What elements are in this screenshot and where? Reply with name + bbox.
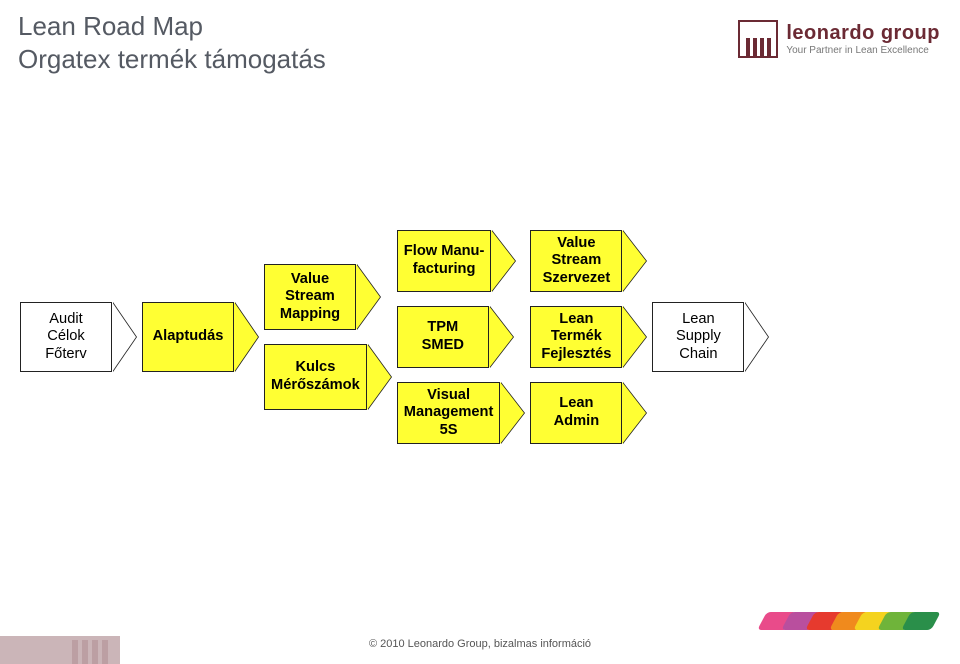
arrow-head-icon <box>744 302 768 372</box>
node-label: VisualManagement5S <box>397 382 501 444</box>
node-label: AuditCélokFőterv <box>20 302 112 372</box>
logo-text: leonardo group Your Partner in Lean Exce… <box>786 22 940 56</box>
node-label: LeanAdmin <box>530 382 622 444</box>
column-col2: Alaptudás <box>142 302 258 372</box>
arrow-head-icon <box>367 344 391 410</box>
node-flow-manufacturing: Flow Manu-facturing <box>397 230 525 292</box>
column-col1: AuditCélokFőterv <box>20 302 136 372</box>
arrow-head-icon <box>500 382 524 444</box>
title-line-2: Orgatex termék támogatás <box>18 43 326 76</box>
node-label: LeanSupplyChain <box>652 302 744 372</box>
node-kulcs-meroszamok: KulcsMérőszámok <box>264 344 391 410</box>
brand-tagline: Your Partner in Lean Excellence <box>786 45 940 56</box>
node-label: ValueStreamSzervezet <box>530 230 622 292</box>
arrow-head-icon <box>491 230 515 292</box>
node-label: ValueStreamMapping <box>264 264 356 330</box>
footer-copyright: © 2010 Leonardo Group, bizalmas informác… <box>0 638 960 650</box>
node-label: LeanTermékFejlesztés <box>530 306 622 368</box>
column-col3: ValueStreamMapping KulcsMérőszámok <box>264 264 391 410</box>
arrow-head-icon <box>234 302 258 372</box>
column-col6: LeanSupplyChain <box>652 302 768 372</box>
brand-name: leonardo group <box>786 22 940 45</box>
node-label: Flow Manu-facturing <box>397 230 492 292</box>
node-vs-szervezet: ValueStreamSzervezet <box>530 230 646 292</box>
node-label: KulcsMérőszámok <box>264 344 367 410</box>
arrow-head-icon <box>112 302 136 372</box>
column-col5: ValueStreamSzervezet LeanTermékFejlesztés… <box>530 230 646 444</box>
arrow-head-icon <box>489 306 513 368</box>
arrow-head-icon <box>622 306 646 368</box>
arrow-head-icon <box>356 264 380 330</box>
node-lean-termek-fejlesztes: LeanTermékFejlesztés <box>530 306 646 368</box>
arrow-head-icon <box>622 230 646 292</box>
leonardo-icon <box>738 20 778 58</box>
node-tpm-smed: TPMSMED <box>397 306 525 368</box>
node-label: TPMSMED <box>397 306 489 368</box>
node-label: Alaptudás <box>142 302 234 372</box>
node-lean-admin: LeanAdmin <box>530 382 646 444</box>
brush-strip <box>768 612 936 630</box>
node-vsm: ValueStreamMapping <box>264 264 391 330</box>
node-visual-mgmt-5s: VisualManagement5S <box>397 382 525 444</box>
title-line-1: Lean Road Map <box>18 10 326 43</box>
title-block: Lean Road Map Orgatex termék támogatás <box>18 10 326 75</box>
logo: leonardo group Your Partner in Lean Exce… <box>738 20 940 58</box>
node-alaptudas: Alaptudás <box>142 302 258 372</box>
slide: Lean Road Map Orgatex termék támogatás l… <box>0 0 960 664</box>
column-col4: Flow Manu-facturing TPMSMED VisualManageme… <box>397 230 525 444</box>
node-audit-celok-foterv: AuditCélokFőterv <box>20 302 136 372</box>
roadmap-diagram: AuditCélokFőterv Alaptudás ValueStreamMapp… <box>20 230 940 444</box>
arrow-head-icon <box>622 382 646 444</box>
node-lean-supply-chain: LeanSupplyChain <box>652 302 768 372</box>
